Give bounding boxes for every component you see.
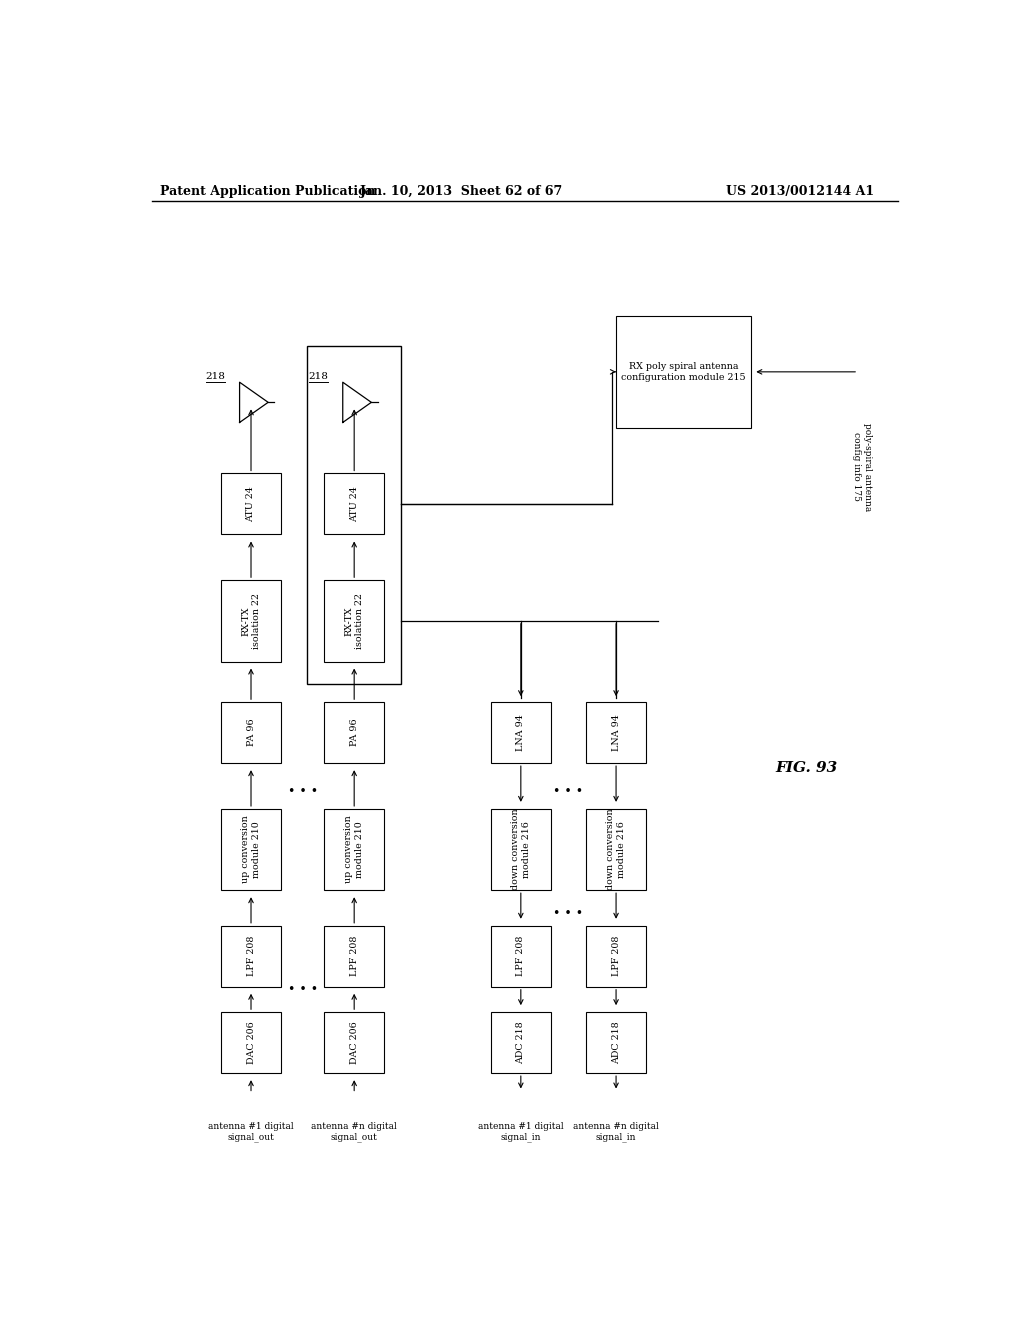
Text: antenna #n digital
signal_out: antenna #n digital signal_out	[311, 1122, 397, 1142]
Text: ADC 218: ADC 218	[611, 1022, 621, 1064]
Bar	[221, 581, 281, 661]
Text: US 2013/0012144 A1: US 2013/0012144 A1	[726, 185, 873, 198]
Bar	[492, 809, 551, 890]
Bar	[587, 1012, 646, 1073]
Text: RX poly spiral antenna
configuration module 215: RX poly spiral antenna configuration mod…	[622, 362, 745, 381]
Text: • • •: • • •	[553, 784, 584, 797]
Text: antenna #1 digital
signal_in: antenna #1 digital signal_in	[478, 1122, 563, 1142]
Bar	[307, 346, 401, 684]
Text: LNA 94: LNA 94	[516, 714, 525, 751]
Bar	[221, 702, 281, 763]
Bar	[492, 1012, 551, 1073]
Text: FIG. 93: FIG. 93	[775, 762, 838, 775]
Bar	[325, 702, 384, 763]
Text: ATU 24: ATU 24	[349, 486, 358, 521]
Text: PA 96: PA 96	[247, 719, 256, 747]
Text: Patent Application Publication: Patent Application Publication	[160, 185, 375, 198]
Text: • • •: • • •	[553, 907, 584, 920]
Text: RX-TX
isolation 22: RX-TX isolation 22	[242, 593, 261, 649]
Bar	[325, 809, 384, 890]
Text: DAC 206: DAC 206	[349, 1022, 358, 1064]
Text: down conversion
module 216: down conversion module 216	[511, 809, 530, 891]
Text: LPF 208: LPF 208	[349, 936, 358, 977]
Text: LPF 208: LPF 208	[611, 936, 621, 977]
Bar	[492, 702, 551, 763]
Text: Jan. 10, 2013  Sheet 62 of 67: Jan. 10, 2013 Sheet 62 of 67	[359, 185, 563, 198]
Text: 218: 218	[308, 372, 329, 381]
Text: up conversion
module 210: up conversion module 210	[242, 816, 261, 883]
Text: RX-TX
isolation 22: RX-TX isolation 22	[344, 593, 364, 649]
Text: poly-spiral antenna
config info 175: poly-spiral antenna config info 175	[852, 422, 871, 511]
Text: ATU 24: ATU 24	[247, 486, 256, 521]
Bar	[221, 1012, 281, 1073]
Bar	[325, 474, 384, 535]
Text: up conversion
module 210: up conversion module 210	[344, 816, 364, 883]
Text: antenna #n digital
signal_in: antenna #n digital signal_in	[573, 1122, 658, 1142]
Text: • • •: • • •	[288, 983, 317, 995]
Text: • • •: • • •	[288, 784, 317, 797]
Text: DAC 206: DAC 206	[247, 1022, 256, 1064]
Bar	[325, 1012, 384, 1073]
Text: PA 96: PA 96	[349, 719, 358, 747]
Bar	[325, 925, 384, 987]
Text: 218: 218	[206, 372, 225, 381]
Text: LNA 94: LNA 94	[611, 714, 621, 751]
Bar	[221, 809, 281, 890]
Text: ADC 218: ADC 218	[516, 1022, 525, 1064]
Bar	[221, 474, 281, 535]
Bar	[587, 925, 646, 987]
Bar	[492, 925, 551, 987]
Text: LPF 208: LPF 208	[247, 936, 256, 977]
Bar	[325, 581, 384, 661]
Bar	[616, 315, 751, 428]
Bar	[587, 702, 646, 763]
Text: LPF 208: LPF 208	[516, 936, 525, 977]
Text: antenna #1 digital
signal_out: antenna #1 digital signal_out	[208, 1122, 294, 1142]
Text: down conversion
module 216: down conversion module 216	[606, 809, 626, 891]
Bar	[221, 925, 281, 987]
Bar	[587, 809, 646, 890]
